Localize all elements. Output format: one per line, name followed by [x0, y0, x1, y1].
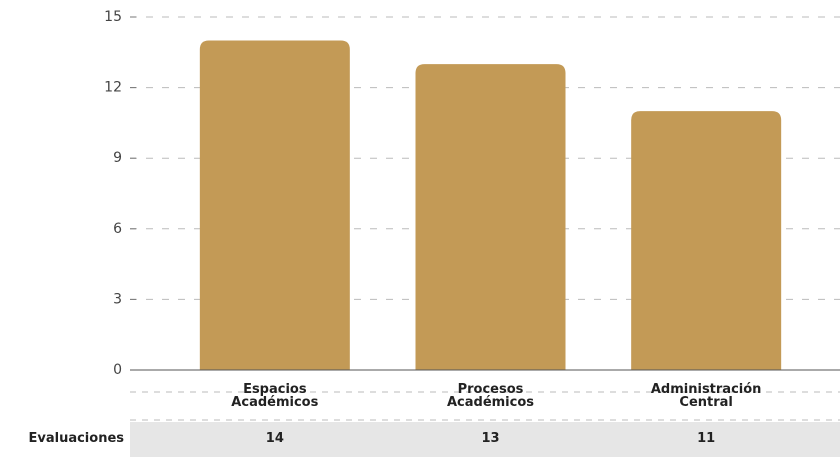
y-tick-label: 3 [113, 291, 122, 307]
table-row-label: Evaluaciones [28, 431, 124, 446]
y-tick-label: 15 [104, 9, 122, 25]
bar [631, 111, 782, 370]
y-tick-label: 9 [113, 150, 122, 166]
y-tick-label: 12 [104, 80, 122, 96]
x-tick-label: Procesos Académicos [446, 382, 535, 410]
y-tick-label: 0 [113, 362, 122, 378]
table-row-bg [130, 422, 840, 457]
x-tick-label: Espacios Académicos [231, 382, 319, 410]
x-tick-label: Administración Central [650, 382, 762, 410]
table-cell: 14 [265, 431, 284, 446]
bar [415, 64, 566, 371]
bar [199, 40, 350, 371]
y-tick-label: 6 [113, 221, 122, 237]
table-cell: 13 [481, 431, 500, 446]
table-cell: 11 [697, 431, 716, 446]
